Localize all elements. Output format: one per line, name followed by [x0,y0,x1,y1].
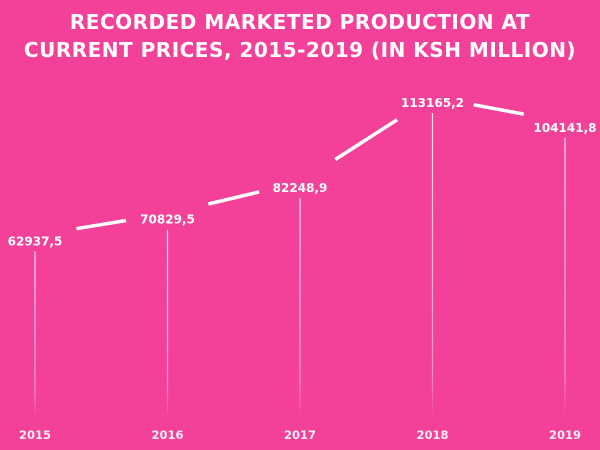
x-tick-label: 2016 [151,428,183,442]
x-tick-label: 2019 [549,428,581,442]
data-label: 82248,9 [273,181,328,195]
data-label: 113165,2 [401,96,464,110]
drop-line [431,113,434,415]
x-tick-label: 2017 [284,428,316,442]
drop-line [34,251,36,415]
x-tick-label: 2015 [19,428,51,442]
data-label: 62937,5 [8,234,63,248]
series-line-segment [76,218,127,231]
drop-line [299,198,301,415]
data-label: 104141,8 [533,121,596,135]
chart-title: RECORDED MARKETED PRODUCTION AT CURRENT … [0,8,600,64]
x-tick-label: 2018 [416,428,448,442]
chart-title-line-2: CURRENT PRICES, 2015-2019 (IN KSH MILLIO… [23,38,577,62]
data-label: 70829,5 [140,213,195,227]
drop-line [564,137,566,415]
chart-title-line-1: RECORDED MARKETED PRODUCTION AT [69,10,531,34]
series-line-segment [207,190,260,206]
drop-line [166,229,169,415]
series-line-segment [334,118,399,161]
series-line-segment [473,103,525,116]
